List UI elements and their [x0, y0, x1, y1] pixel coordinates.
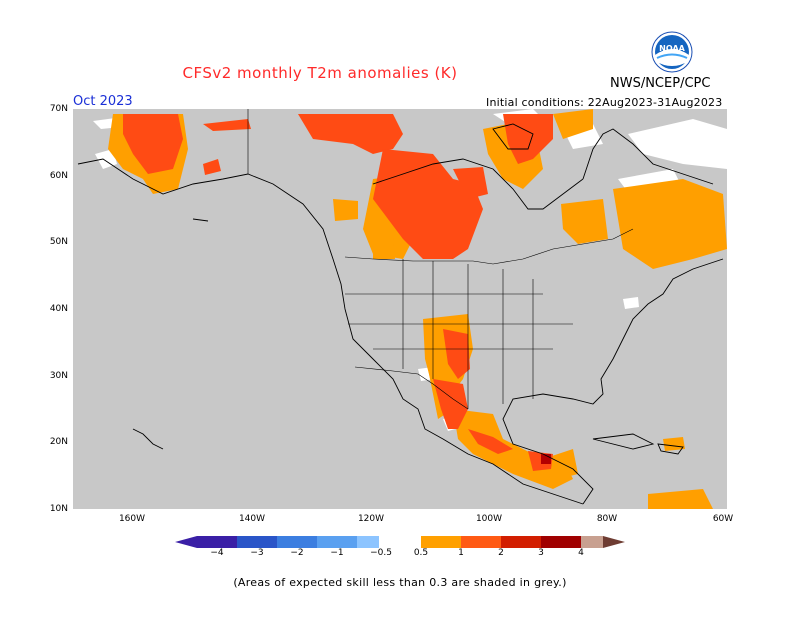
lon-label: 120W [357, 514, 385, 524]
lon-label: 80W [596, 514, 618, 524]
lon-label: 100W [475, 514, 503, 524]
lat-label: 30N [49, 371, 68, 381]
anomaly-map [73, 109, 727, 509]
cbar-segment [197, 536, 237, 548]
lat-label: 20N [49, 437, 68, 447]
lat-label: 50N [49, 237, 68, 247]
lat-label: 10N [49, 504, 68, 514]
cbar-segment [421, 536, 461, 548]
cbar-segment [581, 536, 603, 548]
cbar-segment [357, 536, 379, 548]
lon-label: 160W [118, 514, 146, 524]
color-bar [175, 536, 625, 548]
agency-label: NWS/NCEP/CPC [610, 76, 711, 91]
political-borders [247, 109, 634, 410]
cbar-arrow-right [603, 536, 625, 548]
cbar-tick: −2 [290, 548, 304, 558]
lat-label: 60N [49, 171, 68, 181]
cbar-segment [379, 536, 421, 548]
cbar-segment [541, 536, 581, 548]
cbar-tick: 4 [578, 548, 584, 558]
anomaly-1-to-2 [123, 114, 553, 471]
lat-label: 40N [49, 304, 68, 314]
cbar-tick: 3 [538, 548, 544, 558]
coastlines [77, 123, 724, 505]
cbar-tick: 1 [458, 548, 464, 558]
lon-label: 140W [238, 514, 266, 524]
chart-title: CFSv2 monthly T2m anomalies (K) [182, 64, 458, 82]
cbar-segment [501, 536, 541, 548]
initial-conditions: Initial conditions: 22Aug2023-31Aug2023 [486, 96, 723, 109]
cbar-arrow-left [175, 536, 197, 548]
svg-text:NOAA: NOAA [659, 44, 685, 53]
lat-label: 70N [49, 104, 68, 114]
cbar-tick: 0.5 [413, 548, 429, 558]
cbar-tick: −0.5 [370, 548, 392, 558]
cbar-tick: −3 [250, 548, 264, 558]
lon-label: 60W [712, 514, 734, 524]
cbar-tick: 2 [498, 548, 504, 558]
skill-footnote: (Areas of expected skill less than 0.3 a… [233, 576, 567, 589]
cbar-segment [277, 536, 317, 548]
noaa-logo: NOAA [651, 31, 693, 73]
cbar-tick: −4 [210, 548, 224, 558]
forecast-period: Oct 2023 [73, 94, 133, 109]
cbar-tick: −1 [330, 548, 344, 558]
cbar-segment [237, 536, 277, 548]
cbar-segment [461, 536, 501, 548]
cbar-segment [317, 536, 357, 548]
